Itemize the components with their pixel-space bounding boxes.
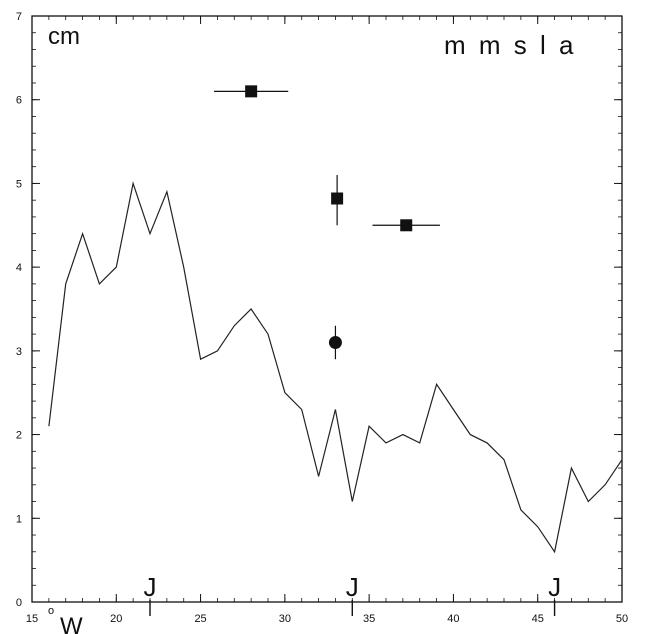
j-label: J xyxy=(548,572,561,602)
y-tick-label: 5 xyxy=(16,178,22,190)
x-tick-labels: 15 20 25 30 35 40 45 50 xyxy=(26,613,628,625)
x-tick-label: 40 xyxy=(447,613,459,625)
j-label: J xyxy=(346,572,359,602)
circle-marker xyxy=(328,335,342,349)
x-tick-label: 35 xyxy=(363,613,375,625)
square-marker xyxy=(400,219,413,232)
x-tick-label: 25 xyxy=(194,613,206,625)
y-tick-labels: 0 1 2 3 4 5 6 7 xyxy=(16,11,22,609)
series-line xyxy=(48,181,623,554)
y-tick-label: 7 xyxy=(16,11,22,23)
degree-symbol: o xyxy=(48,605,54,617)
square-marker xyxy=(245,85,258,98)
y-tick-label: 4 xyxy=(16,262,22,274)
x-tick-label: 30 xyxy=(279,613,291,625)
major-ticks xyxy=(31,15,623,603)
y-tick-label: 3 xyxy=(16,346,22,358)
j-label: J xyxy=(144,572,157,602)
y-tick-label: 0 xyxy=(16,597,22,609)
square-marker xyxy=(331,192,344,205)
x-tick-label: 20 xyxy=(110,613,122,625)
y-tick-label: 2 xyxy=(16,430,22,442)
minor-ticks xyxy=(31,15,623,603)
markers xyxy=(214,85,440,360)
x-tick-label: 50 xyxy=(616,613,628,625)
chart-title: m m s l a xyxy=(444,30,576,60)
y-tick-label: 6 xyxy=(16,95,22,107)
x-tick-label: 45 xyxy=(532,613,544,625)
y-tick-label: 1 xyxy=(16,513,22,525)
plot-frame xyxy=(31,15,623,603)
x-axis-label: W xyxy=(60,613,83,634)
x-tick-label: 15 xyxy=(26,613,38,625)
y-axis-label: cm xyxy=(48,23,80,50)
